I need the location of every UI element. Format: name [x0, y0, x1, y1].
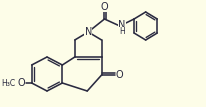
Text: N: N: [118, 20, 125, 30]
Text: O: O: [116, 70, 124, 80]
Text: H₃C: H₃C: [1, 79, 15, 88]
Text: O: O: [17, 78, 25, 88]
Text: H: H: [119, 27, 125, 36]
Text: O: O: [101, 2, 108, 12]
Text: N: N: [84, 27, 92, 37]
